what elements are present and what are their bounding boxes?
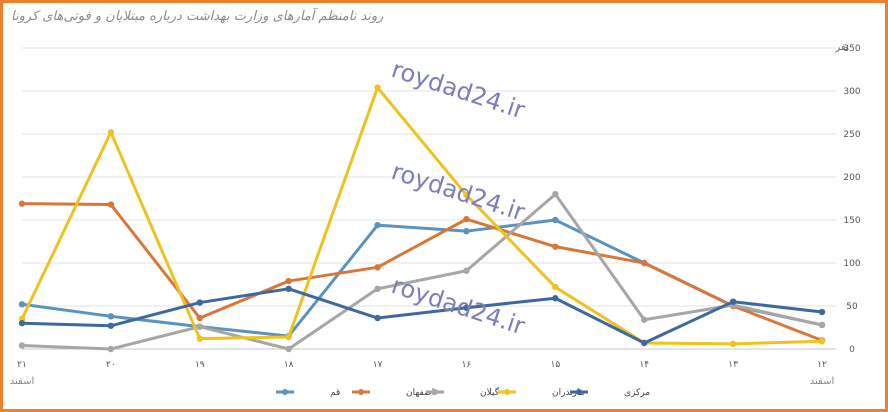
y-tick-label: 200 xyxy=(843,173,860,183)
legend-label: مرکزی xyxy=(624,388,650,398)
data-point xyxy=(196,335,203,342)
legend-swatch-point xyxy=(358,389,364,395)
legend-swatch-point xyxy=(576,389,582,395)
data-point xyxy=(107,201,115,208)
x-tick-label: ۱۴ xyxy=(639,360,649,370)
series-0 xyxy=(18,216,826,340)
x-tick-label: ۱۶ xyxy=(462,360,472,370)
y-tick-label: 150 xyxy=(843,216,860,226)
data-point xyxy=(729,340,737,348)
data-point xyxy=(285,345,292,353)
y-tick-label: 0 xyxy=(849,345,855,355)
x-axis-ticks: ۱۲ اسفند ۱۳ ۱۴ ۱۵ ۱۶ ۱۷ ۱۸ ۱۹ ۲۰ ۲۱ اسفند xyxy=(10,360,834,387)
legend-swatch-point xyxy=(504,389,510,395)
data-point xyxy=(18,342,26,349)
x-tick-label: ۲۱ xyxy=(17,360,27,370)
data-point xyxy=(196,314,203,322)
legend-swatch-point xyxy=(432,389,438,395)
grid-lines xyxy=(22,47,836,350)
y-axis-ticks: 0 50 100 150 200 250 300 350 xyxy=(843,44,860,355)
x-tick-label: ۱۲ xyxy=(817,360,827,370)
data-point xyxy=(18,301,26,308)
data-point xyxy=(463,191,470,199)
watermark-2: roydad24.ir xyxy=(388,157,528,226)
data-point xyxy=(818,338,826,345)
data-point xyxy=(196,299,203,306)
data-point xyxy=(374,84,381,91)
data-point xyxy=(552,191,559,198)
series-2 xyxy=(18,191,826,353)
watermark-1: roydad24.ir xyxy=(388,55,528,124)
data-point xyxy=(641,316,648,323)
data-point xyxy=(107,313,115,320)
chart-title: روند نامنظم آمارهای وزارت بهداشت درباره … xyxy=(11,9,384,24)
legend-label: قم xyxy=(330,388,340,398)
legend-label: مازندران xyxy=(552,388,585,398)
legend-label: اصفهان xyxy=(406,388,434,398)
legend-label: گیلان xyxy=(480,386,500,398)
y-tick-label: 50 xyxy=(846,302,858,312)
series-group xyxy=(18,84,826,353)
x-tick-label: ۱۹ xyxy=(195,360,205,370)
watermarks: roydad24.ir roydad24.ir roydad24.ir xyxy=(388,55,528,340)
series-line xyxy=(20,86,823,346)
data-point xyxy=(463,304,470,311)
x-tick-label: ۱۵ xyxy=(550,360,560,370)
series-4 xyxy=(18,285,826,347)
data-point xyxy=(818,308,826,316)
y-tick-label: 100 xyxy=(843,259,860,269)
data-point xyxy=(641,339,648,347)
data-point xyxy=(552,295,559,302)
data-point xyxy=(107,322,115,329)
series-line xyxy=(21,192,823,351)
y-tick-label: 250 xyxy=(843,130,860,140)
data-point xyxy=(552,283,559,291)
x-tick-label: ۱۷ xyxy=(373,360,383,370)
data-point xyxy=(18,320,26,327)
data-point xyxy=(729,298,737,305)
data-point xyxy=(552,243,559,250)
data-point xyxy=(463,215,470,223)
y-tick-label: 350 xyxy=(843,44,860,54)
data-point xyxy=(374,221,381,229)
data-point xyxy=(463,227,470,235)
y-tick-label: 300 xyxy=(843,87,860,97)
x-sub-label: اسفند xyxy=(810,376,834,387)
data-point xyxy=(552,216,559,224)
data-point xyxy=(374,285,381,292)
data-point xyxy=(107,129,115,136)
data-point xyxy=(196,323,203,330)
series-line xyxy=(21,202,823,342)
data-point xyxy=(463,267,470,274)
legend: قم اصفهان گیلان مازندران مرکزی xyxy=(276,386,650,398)
data-point xyxy=(818,321,826,329)
data-point xyxy=(285,333,292,341)
x-tick-label: ۱۳ xyxy=(728,360,738,370)
x-tick-label: ۲۰ xyxy=(106,360,116,370)
series-line xyxy=(21,287,823,345)
data-point xyxy=(641,259,648,267)
data-point xyxy=(374,264,381,271)
data-point xyxy=(374,314,381,322)
legend-swatch-point xyxy=(282,389,288,395)
x-tick-label: ۱۸ xyxy=(284,360,294,370)
data-point xyxy=(18,200,26,207)
data-point xyxy=(107,345,115,353)
data-point xyxy=(285,285,292,292)
x-sub-label: اسفند xyxy=(10,376,34,387)
data-point xyxy=(285,277,292,285)
series-1 xyxy=(18,200,826,344)
y-axis-unit: نفر xyxy=(834,42,848,53)
